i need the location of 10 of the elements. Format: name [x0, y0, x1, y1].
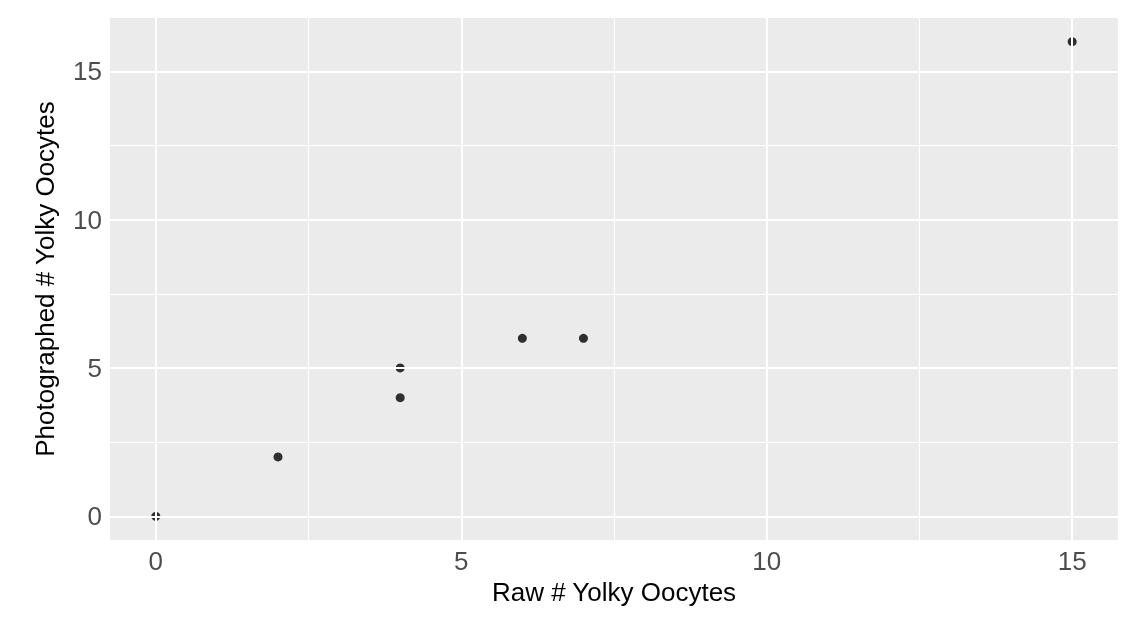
x-axis-title: Raw # Yolky Oocytes	[491, 576, 737, 607]
y-tick-label: 5	[87, 352, 102, 383]
x-tick-label: 10	[752, 546, 782, 576]
x-tick-label: 5	[454, 546, 469, 576]
x-tick-label: 0	[148, 546, 164, 576]
y-axis-title: Photographed # Yolky Oocytes	[30, 101, 60, 457]
x-tick-label: 15	[1057, 546, 1087, 576]
y-tick-label: 0	[87, 501, 102, 532]
y-tick-label: 15	[73, 56, 102, 87]
y-tick-label: 10	[73, 204, 102, 235]
